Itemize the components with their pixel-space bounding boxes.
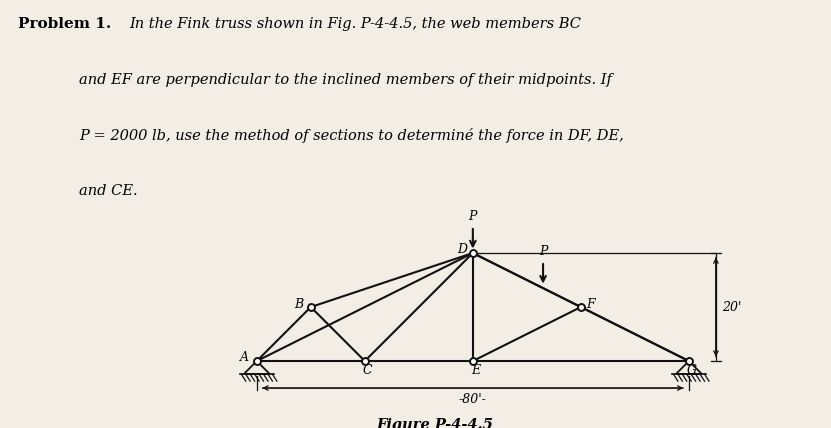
Text: P: P — [469, 210, 477, 223]
Text: P: P — [538, 245, 548, 259]
Text: E: E — [471, 364, 480, 377]
Text: B: B — [294, 298, 303, 311]
Text: G: G — [686, 364, 696, 377]
Text: 20': 20' — [722, 300, 742, 314]
Text: and CE.: and CE. — [79, 184, 138, 198]
Text: In the Fink truss shown in Fig. P-4-4.5, the web members BC: In the Fink truss shown in Fig. P-4-4.5,… — [129, 17, 581, 31]
Text: -80'-: -80'- — [459, 393, 487, 407]
Text: A: A — [240, 351, 249, 364]
Text: D: D — [457, 243, 467, 256]
Text: F: F — [587, 298, 595, 312]
Text: P = 2000 lb, use the method of sections to determiné the force in DF, DE,: P = 2000 lb, use the method of sections … — [79, 128, 624, 143]
Text: Problem 1.: Problem 1. — [18, 17, 111, 31]
Text: Figure P-4-4.5: Figure P-4-4.5 — [376, 418, 494, 428]
Text: and EF are perpendicular to the inclined members of their midpoints. If: and EF are perpendicular to the inclined… — [79, 73, 612, 87]
Text: C: C — [362, 364, 372, 377]
